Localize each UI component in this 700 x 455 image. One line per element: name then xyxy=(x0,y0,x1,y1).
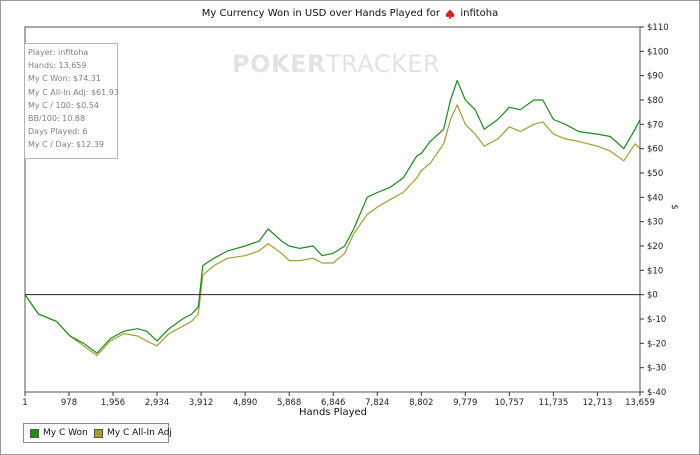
x-tick-label: 13,659 xyxy=(625,398,655,408)
stat-c-won: My C Won: $74.31 xyxy=(28,74,101,84)
stat-c-per-day: My C / Day: $12.39 xyxy=(28,140,104,150)
x-tick-label: 9,779 xyxy=(453,398,477,408)
stat-c-per-100: My C / 100: $0.54 xyxy=(28,100,99,110)
x-tick-label: 11,735 xyxy=(538,398,568,408)
y-tick-label: $-10 xyxy=(647,315,666,325)
y-tick-label: $100 xyxy=(647,47,669,57)
stat-bb-per-100: BB/100: 10.88 xyxy=(28,113,86,123)
y-tick-label: $-40 xyxy=(647,388,666,398)
legend-label-won: My C Won xyxy=(43,428,88,438)
y-tick-label: $20 xyxy=(647,242,663,252)
x-tick-label: 5,868 xyxy=(277,398,301,408)
stat-days-played: Days Played: 6 xyxy=(28,127,88,137)
x-tick-label: 7,824 xyxy=(365,398,389,408)
player-stats-box: Player: infitoha Hands: 13,659 My C Won:… xyxy=(24,43,119,159)
y-tick-label: $0 xyxy=(647,291,658,301)
x-tick-label: 4,890 xyxy=(233,398,257,408)
y-tick-label: $80 xyxy=(647,96,663,106)
x-tick-label: 1 xyxy=(22,398,27,408)
y-tick-label: $-20 xyxy=(647,339,666,349)
spade-suit-icon xyxy=(445,9,455,19)
y-tick-label: $40 xyxy=(647,193,663,203)
stat-player: Player: infitoha xyxy=(28,48,89,57)
stat-hands: Hands: 13,659 xyxy=(28,61,87,71)
legend-swatch-all-in-adj xyxy=(94,428,103,438)
y-tick-label: $110 xyxy=(647,23,669,33)
x-tick-label: 12,713 xyxy=(583,398,613,408)
x-tick-label: 978 xyxy=(61,398,77,408)
y-tick-label: $90 xyxy=(647,72,663,82)
chart-title-text: My Currency Won in USD over Hands Played… xyxy=(201,8,440,19)
legend-item-all-in-adj: My C All-In Adj xyxy=(94,428,172,438)
x-tick-label: 10,757 xyxy=(494,398,524,408)
y-tick-label: $70 xyxy=(647,120,663,130)
chart-title-player: infitoha xyxy=(460,8,499,19)
x-tick-label: 1,956 xyxy=(101,398,125,408)
x-tick-label: 8,802 xyxy=(409,398,433,408)
y-tick-label: $10 xyxy=(647,266,663,276)
y-tick-label: $60 xyxy=(647,145,663,155)
legend-swatch-won xyxy=(30,428,39,438)
legend-item-won: My C Won xyxy=(30,428,88,438)
stat-all-in-adj: My C All-In Adj: $61.93 xyxy=(28,87,119,97)
y-tick-label: $-30 xyxy=(647,364,666,374)
x-axis-label: Hands Played xyxy=(298,407,368,418)
x-tick-label: 3,912 xyxy=(189,398,213,408)
legend: My C Won My C All-In Adj xyxy=(23,423,172,443)
series-line-my-c-won xyxy=(24,79,641,354)
series-line-my-c-all-in-adj xyxy=(24,104,641,357)
y-tick-label: $30 xyxy=(647,218,663,228)
y-axis-label: $ xyxy=(668,204,679,210)
pokertracker-watermark: POKERTRACKER xyxy=(232,50,441,78)
x-tick-label: 2,934 xyxy=(145,398,169,408)
y-tick-label: $50 xyxy=(647,169,663,179)
legend-label-all-in-adj: My C All-In Adj xyxy=(107,428,172,438)
x-tick-label: 6,846 xyxy=(321,398,345,408)
plot-border xyxy=(24,26,641,393)
chart-title: My Currency Won in USD over Hands Played… xyxy=(0,8,700,20)
